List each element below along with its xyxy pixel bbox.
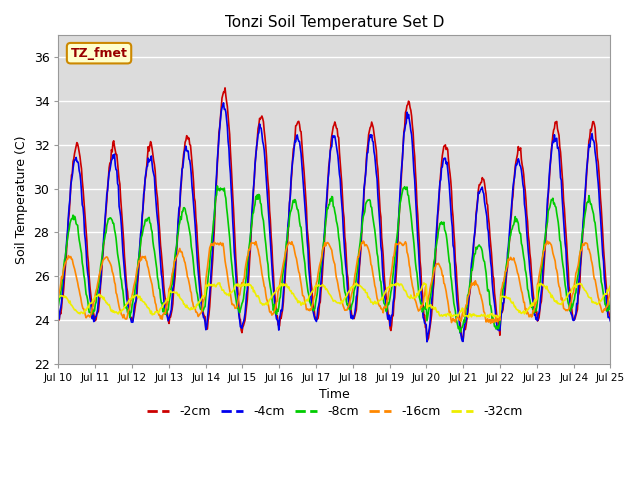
Title: Tonzi Soil Temperature Set D: Tonzi Soil Temperature Set D	[225, 15, 444, 30]
Text: TZ_fmet: TZ_fmet	[70, 47, 127, 60]
Legend: -2cm, -4cm, -8cm, -16cm, -32cm: -2cm, -4cm, -8cm, -16cm, -32cm	[141, 400, 527, 423]
X-axis label: Time: Time	[319, 388, 350, 401]
Y-axis label: Soil Temperature (C): Soil Temperature (C)	[15, 135, 28, 264]
